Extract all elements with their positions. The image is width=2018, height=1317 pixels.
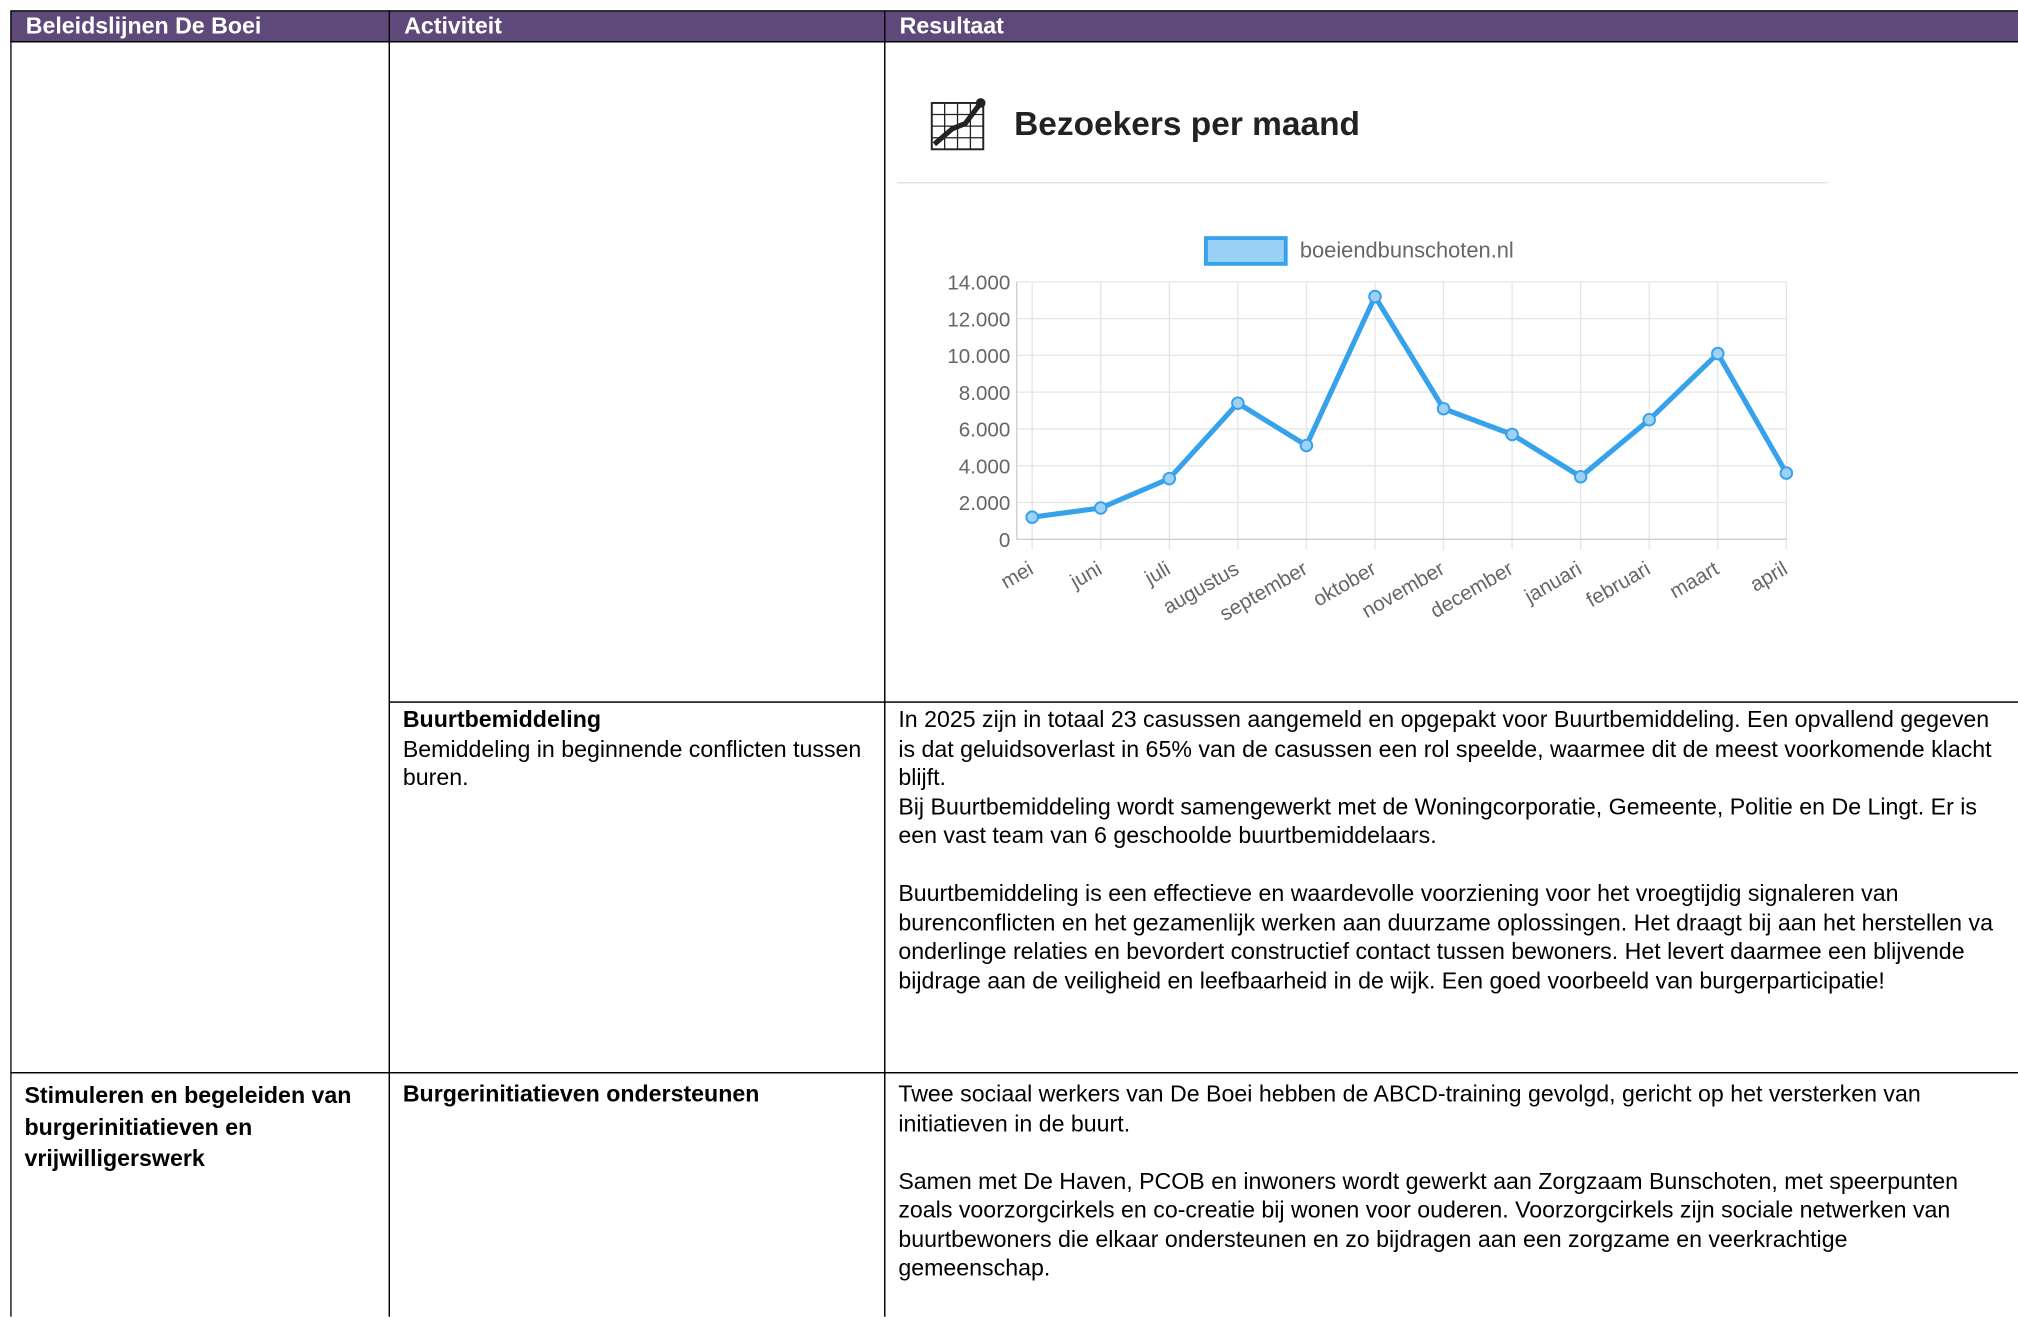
y-tick-label: 8.000 bbox=[959, 382, 1011, 405]
legend-label: boeiendbunschoten.nl bbox=[1300, 237, 1514, 262]
paragraph: Twee sociaal werkers van De Boei hebben … bbox=[898, 1081, 1921, 1136]
header-cell: Beleidslijnen De Boei bbox=[10, 10, 390, 43]
x-tick-label: mei bbox=[997, 557, 1037, 594]
data-point bbox=[1642, 412, 1656, 427]
y-tick-label: 6.000 bbox=[959, 419, 1011, 442]
data-point bbox=[1711, 346, 1725, 361]
data-point bbox=[1779, 466, 1794, 480]
x-tick-label: maart bbox=[1666, 557, 1723, 603]
y-tick-label: 2.000 bbox=[959, 492, 1011, 515]
paragraph: Buurtbemiddeling is een effectieve en wa… bbox=[898, 880, 1993, 993]
data-point bbox=[1436, 401, 1451, 416]
paragraph: Bij Buurtbemiddeling wordt samengewerkt … bbox=[898, 793, 1977, 849]
data-point bbox=[1162, 471, 1177, 486]
activity-text: Bemiddeling in beginnende conflicten tus… bbox=[402, 735, 862, 791]
data-point bbox=[1093, 501, 1108, 515]
data-point bbox=[1231, 396, 1245, 410]
header-cell: Activiteit bbox=[388, 10, 886, 43]
header-cell: Resultaat bbox=[884, 10, 2018, 43]
x-tick-label: april bbox=[1746, 557, 1791, 596]
activity-title: Burgerinitiatieven ondersteunen bbox=[402, 1081, 760, 1107]
data-line bbox=[1031, 293, 1789, 520]
data-point bbox=[1573, 469, 1588, 484]
paragraph: Samen met De Haven, PCOB en inwoners wor… bbox=[898, 1167, 1959, 1281]
x-tick-label: januari bbox=[1520, 557, 1586, 608]
cell: In 2025 zijn in totaal 23 casussen aange… bbox=[884, 701, 2018, 1074]
y-tick-label: 0 bbox=[999, 529, 1010, 552]
data-point bbox=[1025, 510, 1039, 524]
paragraph: In 2025 zijn in totaal 23 casussen aange… bbox=[898, 706, 1992, 791]
y-tick-label: 4.000 bbox=[959, 455, 1011, 478]
y-tick-label: 12.000 bbox=[947, 308, 1010, 331]
cell bbox=[10, 41, 390, 1074]
cell: Burgerinitiatieven ondersteunen bbox=[388, 1072, 886, 1317]
chart: Bezoekers per maand boeiendbunschoten.nl… bbox=[897, 98, 1828, 626]
chart-title: Bezoekers per maand bbox=[1014, 106, 1360, 143]
cell: Stimuleren en begeleiden van burgeriniti… bbox=[10, 1072, 390, 1317]
cell: Buurtbemiddeling Bemiddeling in beginnen… bbox=[388, 701, 886, 1074]
y-tick-label: 14.000 bbox=[947, 272, 1010, 295]
chart-icon bbox=[930, 98, 986, 151]
data-point bbox=[1368, 289, 1382, 304]
activity-title: Buurtbemiddeling bbox=[402, 706, 602, 733]
legend-swatch bbox=[1203, 236, 1288, 266]
data-point bbox=[1505, 427, 1519, 442]
x-tick-label: juni bbox=[1066, 557, 1106, 593]
x-tick-label: februari bbox=[1582, 557, 1654, 612]
data-point bbox=[1299, 438, 1314, 453]
cell: Twee sociaal werkers van De Boei hebben … bbox=[884, 1072, 2018, 1317]
x-tick-label: juli bbox=[1140, 557, 1174, 590]
cell bbox=[388, 41, 886, 703]
y-tick-label: 10.000 bbox=[947, 345, 1010, 368]
